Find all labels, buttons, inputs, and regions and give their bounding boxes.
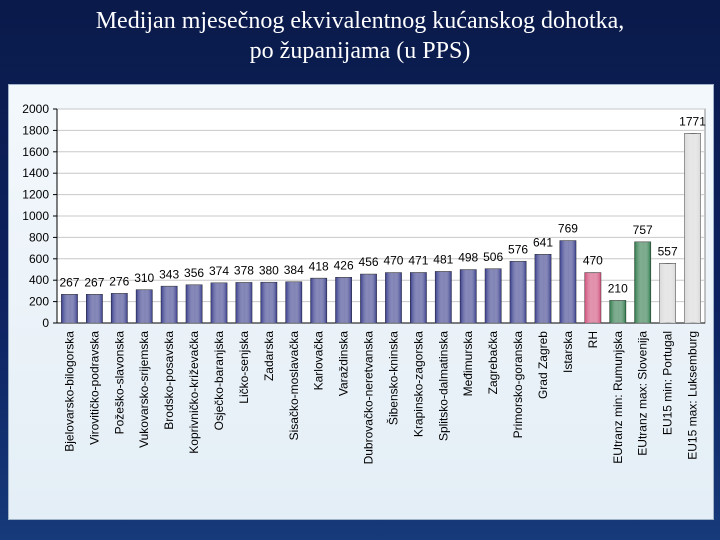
data-label: 374 <box>209 264 229 278</box>
y-tick-label: 1400 <box>22 166 49 180</box>
x-category-label: RH <box>586 331 600 348</box>
x-category-label: Dubrovačko-neretvanska <box>362 331 376 465</box>
data-label: 310 <box>134 271 154 285</box>
page-title: Medijan mjesečnog ekvivalentnog kućansko… <box>0 6 720 66</box>
data-label: 426 <box>334 258 354 272</box>
bar-chart: 0 200 400 600 800 1000 1200 1400 1600 1800 2000 267… <box>22 102 706 465</box>
x-category-label: Vukovarsko-srijemska <box>137 331 151 448</box>
x-category-label: Požeško-slavonska <box>112 331 126 435</box>
title-line-1: Medijan mjesečnog ekvivalentnog kućansko… <box>95 8 625 34</box>
data-label: 506 <box>483 250 503 264</box>
bar-shine <box>435 271 452 323</box>
x-category-label: Virovitičko-podravska <box>87 331 101 445</box>
bar-shine <box>86 294 103 323</box>
data-label: 380 <box>259 263 279 277</box>
data-label: 498 <box>458 251 478 265</box>
data-label: 378 <box>234 264 254 278</box>
y-tick-label: 1600 <box>22 145 49 159</box>
y-tick-label: 1800 <box>22 123 49 137</box>
bar-shine <box>460 269 477 323</box>
bar-shine <box>659 263 676 323</box>
data-label: 418 <box>309 259 329 273</box>
bar-shine <box>684 133 701 323</box>
y-tick-label: 1000 <box>22 209 49 223</box>
y-tick-label: 0 <box>42 316 49 330</box>
y-tick-label: 1200 <box>22 188 49 202</box>
bar-shine <box>310 278 327 323</box>
x-category-label: Brodsko-posavska <box>162 331 176 430</box>
data-label: 343 <box>159 267 179 281</box>
data-label: 576 <box>508 242 528 256</box>
x-category-label: Grad Zagreb <box>536 331 550 399</box>
y-tick-label: 200 <box>29 295 49 309</box>
data-label: 210 <box>608 282 628 296</box>
data-label: 276 <box>109 274 129 288</box>
x-category-label: EU15 min: Portugal <box>661 331 675 435</box>
x-category-label: EUtranz max: Slovenija <box>636 331 650 456</box>
bar-shine <box>335 277 352 323</box>
data-label: 757 <box>633 223 653 237</box>
bar-shine <box>111 293 128 323</box>
bar-shine <box>410 272 427 323</box>
x-category-label: Međimurska <box>461 331 475 397</box>
data-label: 769 <box>558 222 578 236</box>
data-label: 267 <box>59 275 79 289</box>
data-label: 481 <box>433 253 453 267</box>
x-category-label: Primorsko-goranska <box>511 331 525 439</box>
title-line-2: po županijama (u PPS) <box>249 38 471 64</box>
bar-shine <box>235 282 252 323</box>
x-category-label: Koprivničko-križevačka <box>187 331 201 454</box>
x-category-label: Sisačko-moslavačka <box>287 331 301 441</box>
bar-shine <box>161 286 178 323</box>
data-label: 267 <box>84 275 104 289</box>
chart-panel: 0 200 400 600 800 1000 1200 1400 1600 1800 2000 267… <box>8 84 714 520</box>
x-category-label: Varaždinska <box>337 331 351 396</box>
bar-shine <box>559 240 576 323</box>
data-label: 470 <box>583 254 603 268</box>
data-label: 356 <box>184 266 204 280</box>
x-category-label: Krapinsko-zagorska <box>411 331 425 437</box>
x-category-label: Šibensko-kninska <box>385 331 400 425</box>
bar-shine <box>260 282 277 323</box>
y-tick-label: 800 <box>29 230 49 244</box>
bar-shine <box>385 272 402 323</box>
x-category-label: Splitsko-dalmatinska <box>436 331 450 441</box>
data-label: 456 <box>359 255 379 269</box>
x-category-label: Zagrebačka <box>486 331 500 395</box>
bar-shine <box>485 268 502 323</box>
bar-shine <box>510 261 527 323</box>
bar-shine <box>360 274 377 323</box>
bar-shine <box>136 289 153 323</box>
x-category-label: EU15 max: Luksemburg <box>686 331 700 460</box>
x-category-label: Osječko-baranjska <box>212 331 226 431</box>
x-category-label: Istarska <box>561 331 575 373</box>
y-tick-label: 600 <box>29 252 49 266</box>
data-label: 471 <box>408 254 428 268</box>
data-label: 470 <box>383 254 403 268</box>
data-label: 384 <box>284 263 304 277</box>
data-label: 1771 <box>679 115 706 129</box>
y-tick-label: 2000 <box>22 102 49 116</box>
bar-shine <box>634 242 651 323</box>
x-category-label: Bjelovarsko-bilogorska <box>62 331 76 452</box>
bar-shine <box>609 300 626 323</box>
data-label: 557 <box>658 244 678 258</box>
x-category-label: Zadarska <box>262 331 276 381</box>
x-category-label: Karlovačka <box>312 331 326 391</box>
bar-shine <box>535 254 551 323</box>
bar-shine <box>61 294 78 323</box>
y-tick-label: 400 <box>29 273 49 287</box>
bar-shine <box>584 272 601 323</box>
bar-shine <box>285 281 302 323</box>
x-category-label: Ličko-senjska <box>237 331 251 404</box>
data-label: 641 <box>533 235 553 249</box>
bar-shine <box>211 282 227 323</box>
bar-shine <box>186 284 203 323</box>
x-category-label: EUtranz min: Rumunjska <box>611 331 625 464</box>
